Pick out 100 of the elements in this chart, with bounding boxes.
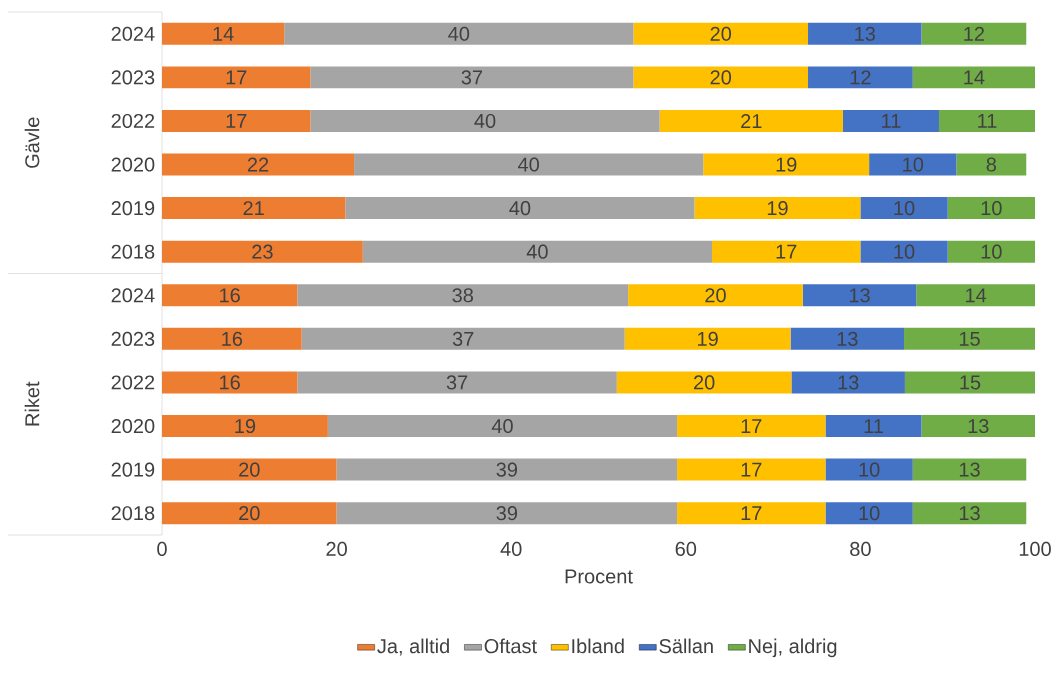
y-tick-label: 2018 (111, 244, 155, 259)
data-label: 19 (235, 418, 256, 434)
data-label: 10 (859, 506, 880, 521)
data-label: 20 (239, 462, 260, 477)
data-label: 40 (526, 244, 548, 259)
data-label: 20 (710, 70, 732, 85)
data-label: 13 (855, 26, 875, 41)
bar (916, 284, 1035, 307)
bar (808, 22, 922, 45)
data-label: 20 (239, 506, 260, 521)
data-label: 37 (461, 70, 483, 85)
bar (842, 109, 939, 132)
data-label: 8 (986, 157, 997, 172)
data-label: 14 (966, 288, 987, 303)
bar (297, 284, 629, 307)
bar (947, 197, 1035, 220)
data-label: 11 (864, 419, 883, 433)
bar (947, 240, 1035, 263)
y-tick-label: 2024 (111, 288, 155, 303)
bar (362, 240, 712, 263)
bar (912, 66, 1035, 89)
bar (345, 197, 695, 220)
bar (860, 197, 948, 220)
data-label: 15 (960, 375, 981, 390)
bar (162, 327, 302, 350)
bar (802, 284, 917, 307)
bar (912, 502, 1027, 525)
bar (808, 66, 913, 89)
data-label: 16 (222, 331, 243, 346)
y-tick-label: 2022 (111, 375, 155, 390)
bar (677, 458, 826, 481)
data-label: 13 (838, 375, 859, 390)
data-label: 10 (981, 201, 1002, 216)
x-tick-label: 100 (1019, 541, 1051, 557)
data-label: 17 (226, 114, 247, 128)
data-label: 19 (776, 157, 797, 172)
bar (162, 458, 337, 481)
data-label: 40 (491, 418, 513, 434)
bar (633, 22, 809, 45)
data-label: 40 (509, 201, 531, 216)
bar (633, 66, 809, 89)
bar (336, 502, 678, 525)
bar (711, 240, 861, 263)
bar (869, 153, 957, 176)
y-tick-label: 2023 (111, 70, 155, 85)
data-label: 14 (964, 70, 985, 85)
legend-label: Sällan (659, 638, 713, 654)
data-label: 19 (767, 201, 788, 216)
y-tick-label: 2019 (111, 462, 155, 477)
bar (336, 458, 678, 481)
data-label: 17 (776, 244, 797, 259)
bar (791, 371, 905, 394)
bar (297, 371, 617, 394)
data-label: 12 (964, 26, 984, 41)
y-tick-label: 2019 (111, 201, 155, 216)
bar (301, 327, 625, 350)
bar (904, 371, 1035, 394)
data-label: 13 (837, 331, 858, 346)
data-label: 10 (894, 244, 915, 259)
data-label: 37 (446, 375, 468, 390)
bar (624, 327, 791, 350)
data-label: 11 (978, 114, 997, 128)
y-tick-label: 2023 (111, 331, 155, 346)
data-label: 37 (452, 331, 474, 346)
data-label: 20 (710, 26, 732, 41)
bar (162, 502, 337, 525)
bar (912, 458, 1027, 481)
data-label: 16 (220, 375, 240, 390)
data-label: 14 (213, 26, 234, 41)
y-tick-label: 2024 (111, 26, 155, 41)
bar (616, 371, 792, 394)
legend-label: Oftast (484, 638, 537, 654)
data-label: 16 (220, 288, 240, 303)
bar (162, 109, 311, 132)
legend-label: Nej, aldrig (749, 638, 837, 658)
bar (825, 458, 913, 481)
bar (162, 284, 298, 307)
y-tick-label: 2020 (111, 418, 155, 434)
x-tick-label: 40 (500, 541, 522, 557)
legend-label: Ibland (572, 638, 624, 654)
x-tick-label: 80 (850, 541, 871, 557)
bar (677, 502, 826, 525)
data-label: 20 (705, 288, 726, 303)
bar (310, 66, 634, 89)
bar (825, 415, 922, 438)
data-label: 17 (741, 506, 762, 521)
bar (904, 327, 1035, 350)
bar (628, 284, 803, 307)
data-label: 23 (252, 244, 273, 259)
y-tick-label: 2018 (111, 506, 155, 521)
data-label: 40 (448, 26, 470, 41)
data-label: 17 (741, 462, 762, 477)
x-tick-label: 0 (157, 541, 167, 557)
bar (825, 502, 913, 525)
data-label: 17 (226, 70, 247, 85)
x-axis-title: Procent (565, 569, 633, 584)
data-label: 22 (247, 157, 269, 172)
bar (921, 22, 1027, 45)
data-label: 39 (496, 462, 518, 477)
bar (162, 22, 285, 45)
